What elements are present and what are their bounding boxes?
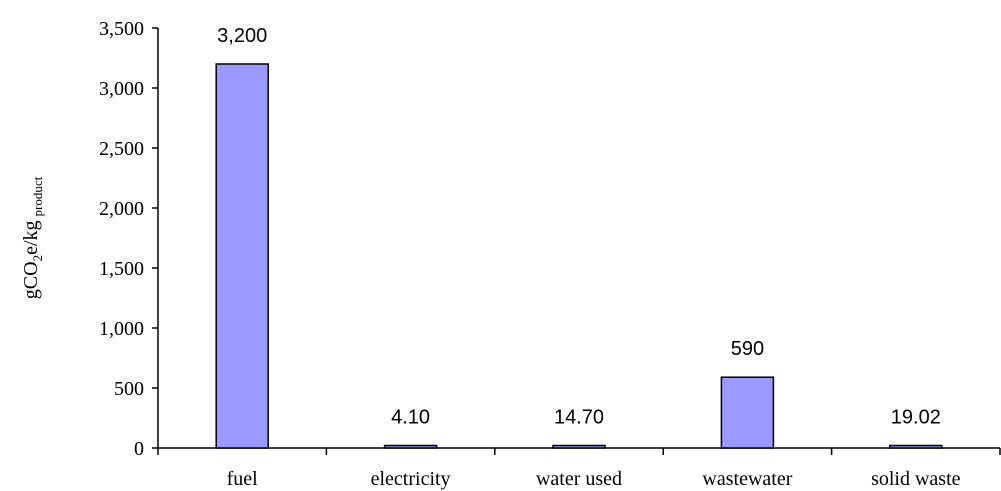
- category-label: fuel: [227, 468, 259, 490]
- bar-electricity: [383, 444, 438, 449]
- data-labels: 3,200 4.10 14.70 590 19.02: [217, 25, 941, 429]
- data-label: 19.02: [891, 407, 941, 429]
- y-tick-label: 2,500: [99, 138, 144, 160]
- category-label: water used: [536, 468, 622, 490]
- bars: [215, 63, 943, 449]
- y-axis-label: gCO2e/kgproduct: [20, 176, 45, 299]
- y-axis: [152, 27, 159, 449]
- data-label: 590: [731, 338, 764, 360]
- bar-solid-waste: [889, 444, 943, 449]
- data-label: 4.10: [391, 407, 430, 429]
- y-tick-label: 3,500: [99, 18, 144, 40]
- bar-water-used: [552, 444, 606, 449]
- category-labels: fuel electricity water used wastewater solid…: [227, 468, 961, 490]
- data-label: 3,200: [217, 25, 267, 47]
- y-tick-labels: 0 500 1,000 1,500 2,000 2,500 3,000 3,500: [99, 18, 144, 460]
- category-label: electricity: [371, 468, 451, 490]
- data-label: 14.70: [554, 407, 604, 429]
- bar-fuel: [215, 63, 269, 449]
- y-tick-label: 2,000: [99, 198, 144, 220]
- y-tick-label: 3,000: [99, 78, 144, 100]
- bar-wastewater: [720, 376, 775, 449]
- y-tick-label: 0: [134, 438, 144, 460]
- y-tick-label: 1,500: [99, 258, 144, 280]
- category-label: wastewater: [702, 468, 792, 490]
- y-tick-label: 1,000: [99, 318, 144, 340]
- x-axis: [157, 447, 1001, 455]
- y-tick-label: 500: [114, 378, 144, 400]
- category-label: solid waste: [871, 468, 961, 490]
